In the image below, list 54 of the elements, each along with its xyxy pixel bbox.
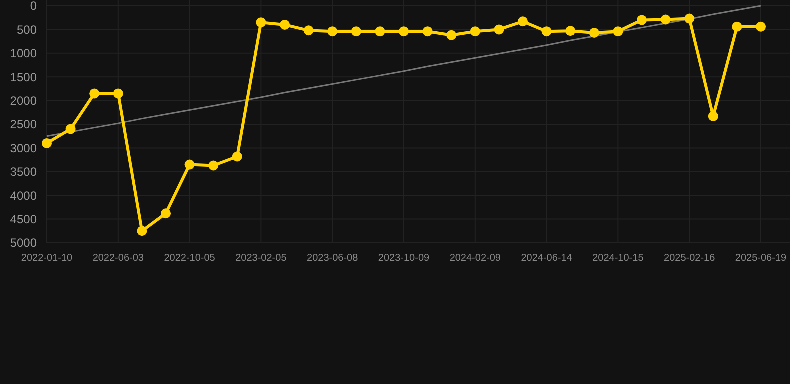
point xyxy=(756,22,766,32)
point xyxy=(137,226,148,236)
y-tick-label: 5000 xyxy=(10,236,38,250)
point xyxy=(66,124,76,134)
point xyxy=(351,26,362,37)
y-tick-label: 2000 xyxy=(10,94,38,108)
point xyxy=(256,18,266,28)
point xyxy=(161,208,171,219)
point xyxy=(208,160,219,171)
x-tick-label: 2023-06-08 xyxy=(307,253,359,264)
y-tick-label: 3000 xyxy=(10,141,38,156)
y-tick-label: 4500 xyxy=(10,212,38,226)
x-tick-label: 2022-10-05 xyxy=(164,253,216,264)
y-tick-label: 1000 xyxy=(10,46,38,61)
x-tick-label: 2023-10-09 xyxy=(378,253,430,264)
point xyxy=(375,26,386,37)
y-tick-label: 4000 xyxy=(10,188,38,203)
point xyxy=(566,26,576,36)
point xyxy=(660,14,671,25)
point xyxy=(637,15,647,26)
point xyxy=(232,152,242,162)
y-tick-label: 1500 xyxy=(10,70,38,84)
point xyxy=(494,24,504,35)
point xyxy=(446,30,457,40)
point xyxy=(399,26,409,37)
x-tick-label: 2024-10-15 xyxy=(592,253,644,264)
x-tick-label: 2025-06-19 xyxy=(735,253,788,264)
point xyxy=(113,88,124,99)
line-series xyxy=(46,5,762,138)
x-tick-label: 2022-01-10 xyxy=(21,253,74,264)
point xyxy=(708,111,718,122)
x-tick-label: 2024-02-09 xyxy=(450,253,502,264)
point xyxy=(613,26,624,37)
point xyxy=(732,22,742,32)
point xyxy=(470,26,480,37)
x-tick-label: 2025-02-16 xyxy=(664,253,716,264)
point xyxy=(184,160,195,170)
x-tick-label: 2022-06-03 xyxy=(92,253,144,264)
y-tick-label: 3500 xyxy=(10,165,38,180)
y-tick-label: 500 xyxy=(16,22,38,37)
point xyxy=(542,26,552,37)
point xyxy=(589,28,600,38)
point xyxy=(304,26,314,36)
point xyxy=(422,26,433,37)
point xyxy=(280,20,290,30)
point xyxy=(684,14,695,24)
x-tick-label: 2023-02-05 xyxy=(236,253,288,264)
point xyxy=(42,138,52,148)
x-tick-label: 2024-06-14 xyxy=(521,253,573,264)
y-tick-label: 2500 xyxy=(10,118,38,132)
point xyxy=(328,26,338,37)
point xyxy=(518,16,528,27)
y-tick-label: 0 xyxy=(30,0,38,14)
point xyxy=(90,88,100,99)
